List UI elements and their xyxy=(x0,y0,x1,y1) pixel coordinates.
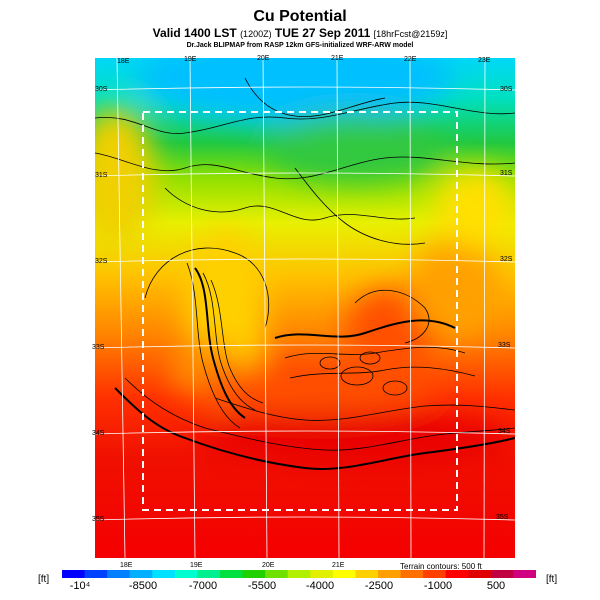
colorbar-swatch xyxy=(152,570,176,578)
inner-domain-box xyxy=(142,111,458,511)
colorbar-swatch xyxy=(197,570,221,578)
colorbar-swatch xyxy=(107,570,131,578)
map-svg xyxy=(95,58,515,558)
colorbar-label: -7000 xyxy=(188,580,218,592)
right-lat-label: 32S xyxy=(500,256,513,263)
top-lon-label: 23E xyxy=(478,57,491,64)
colorbar-swatch xyxy=(468,570,492,578)
bottom-lon-label: 21E xyxy=(332,562,345,569)
top-lon-label: 22E xyxy=(404,56,417,63)
forecast-info: [18hrFcst@2159z] xyxy=(373,29,448,39)
utc-time: (1200Z) xyxy=(240,29,272,39)
colorbar-swatch xyxy=(445,570,469,578)
right-lat-label: 34S xyxy=(498,428,511,435)
right-lat-label: 33S xyxy=(498,342,511,349)
valid-date: TUE 27 Sep 2011 xyxy=(274,26,371,40)
cu-potential-map xyxy=(95,58,515,558)
colorbar-swatch xyxy=(129,570,153,578)
bottom-lon-label: 20E xyxy=(262,562,275,569)
left-lat-label: 35S xyxy=(92,516,105,523)
right-lat-label: 31S xyxy=(500,170,513,177)
top-lon-label: 21E xyxy=(331,55,344,62)
unit-left: [ft] xyxy=(38,574,50,585)
colorbar-swatch xyxy=(332,570,356,578)
top-lon-label: 19E xyxy=(184,56,197,63)
colorbar-swatch xyxy=(265,570,289,578)
valid-time: Valid 1400 LST xyxy=(152,26,237,40)
colorbar-swatch xyxy=(400,570,424,578)
colorbar-swatch xyxy=(355,570,379,578)
colorbar-label: -10⁴ xyxy=(69,580,91,592)
colorbar-swatch xyxy=(310,570,334,578)
top-lon-label: 20E xyxy=(257,55,270,62)
colorbar-swatch xyxy=(423,570,447,578)
right-lat-label: 35S xyxy=(496,514,509,521)
colorbar-label: -8500 xyxy=(128,580,158,592)
colorbar xyxy=(62,570,536,578)
left-lat-label: 31S xyxy=(95,172,108,179)
colorbar-swatch xyxy=(62,570,86,578)
source-line: Dr.Jack BLIPMAP from RASP 12km GFS-initi… xyxy=(186,42,414,49)
left-lat-label: 34S xyxy=(92,430,105,437)
colorbar-swatch xyxy=(220,570,244,578)
bottom-lon-label: 19E xyxy=(190,562,203,569)
top-lon-label: 18E xyxy=(117,58,130,65)
left-lat-label: 32S xyxy=(95,258,108,265)
colorbar-swatch xyxy=(513,570,536,578)
map-subtitle: Valid 1400 LST (1200Z) TUE 27 Sep 2011 [… xyxy=(0,26,600,40)
colorbar-label: -1000 xyxy=(423,580,453,592)
colorbar-label: 500 xyxy=(486,580,506,592)
bottom-lon-label: 18E xyxy=(120,562,133,569)
terrain-contour-note: Terrain contours: 500 ft xyxy=(400,562,482,571)
map-title: Cu Potential xyxy=(253,8,347,25)
colorbar-label: -2500 xyxy=(364,580,394,592)
colorbar-swatch xyxy=(378,570,402,578)
colorbar-label: -4000 xyxy=(305,580,335,592)
colorbar-label: -5500 xyxy=(247,580,277,592)
colorbar-swatch xyxy=(287,570,311,578)
left-lat-label: 30S xyxy=(95,86,108,93)
right-lat-label: 30S xyxy=(500,86,513,93)
unit-right: [ft] xyxy=(546,574,558,585)
graticule xyxy=(95,58,515,558)
colorbar-swatch xyxy=(242,570,266,578)
colorbar-swatch xyxy=(174,570,198,578)
left-lat-label: 33S xyxy=(92,344,105,351)
colorbar-swatch xyxy=(490,570,514,578)
colorbar-swatch xyxy=(84,570,108,578)
